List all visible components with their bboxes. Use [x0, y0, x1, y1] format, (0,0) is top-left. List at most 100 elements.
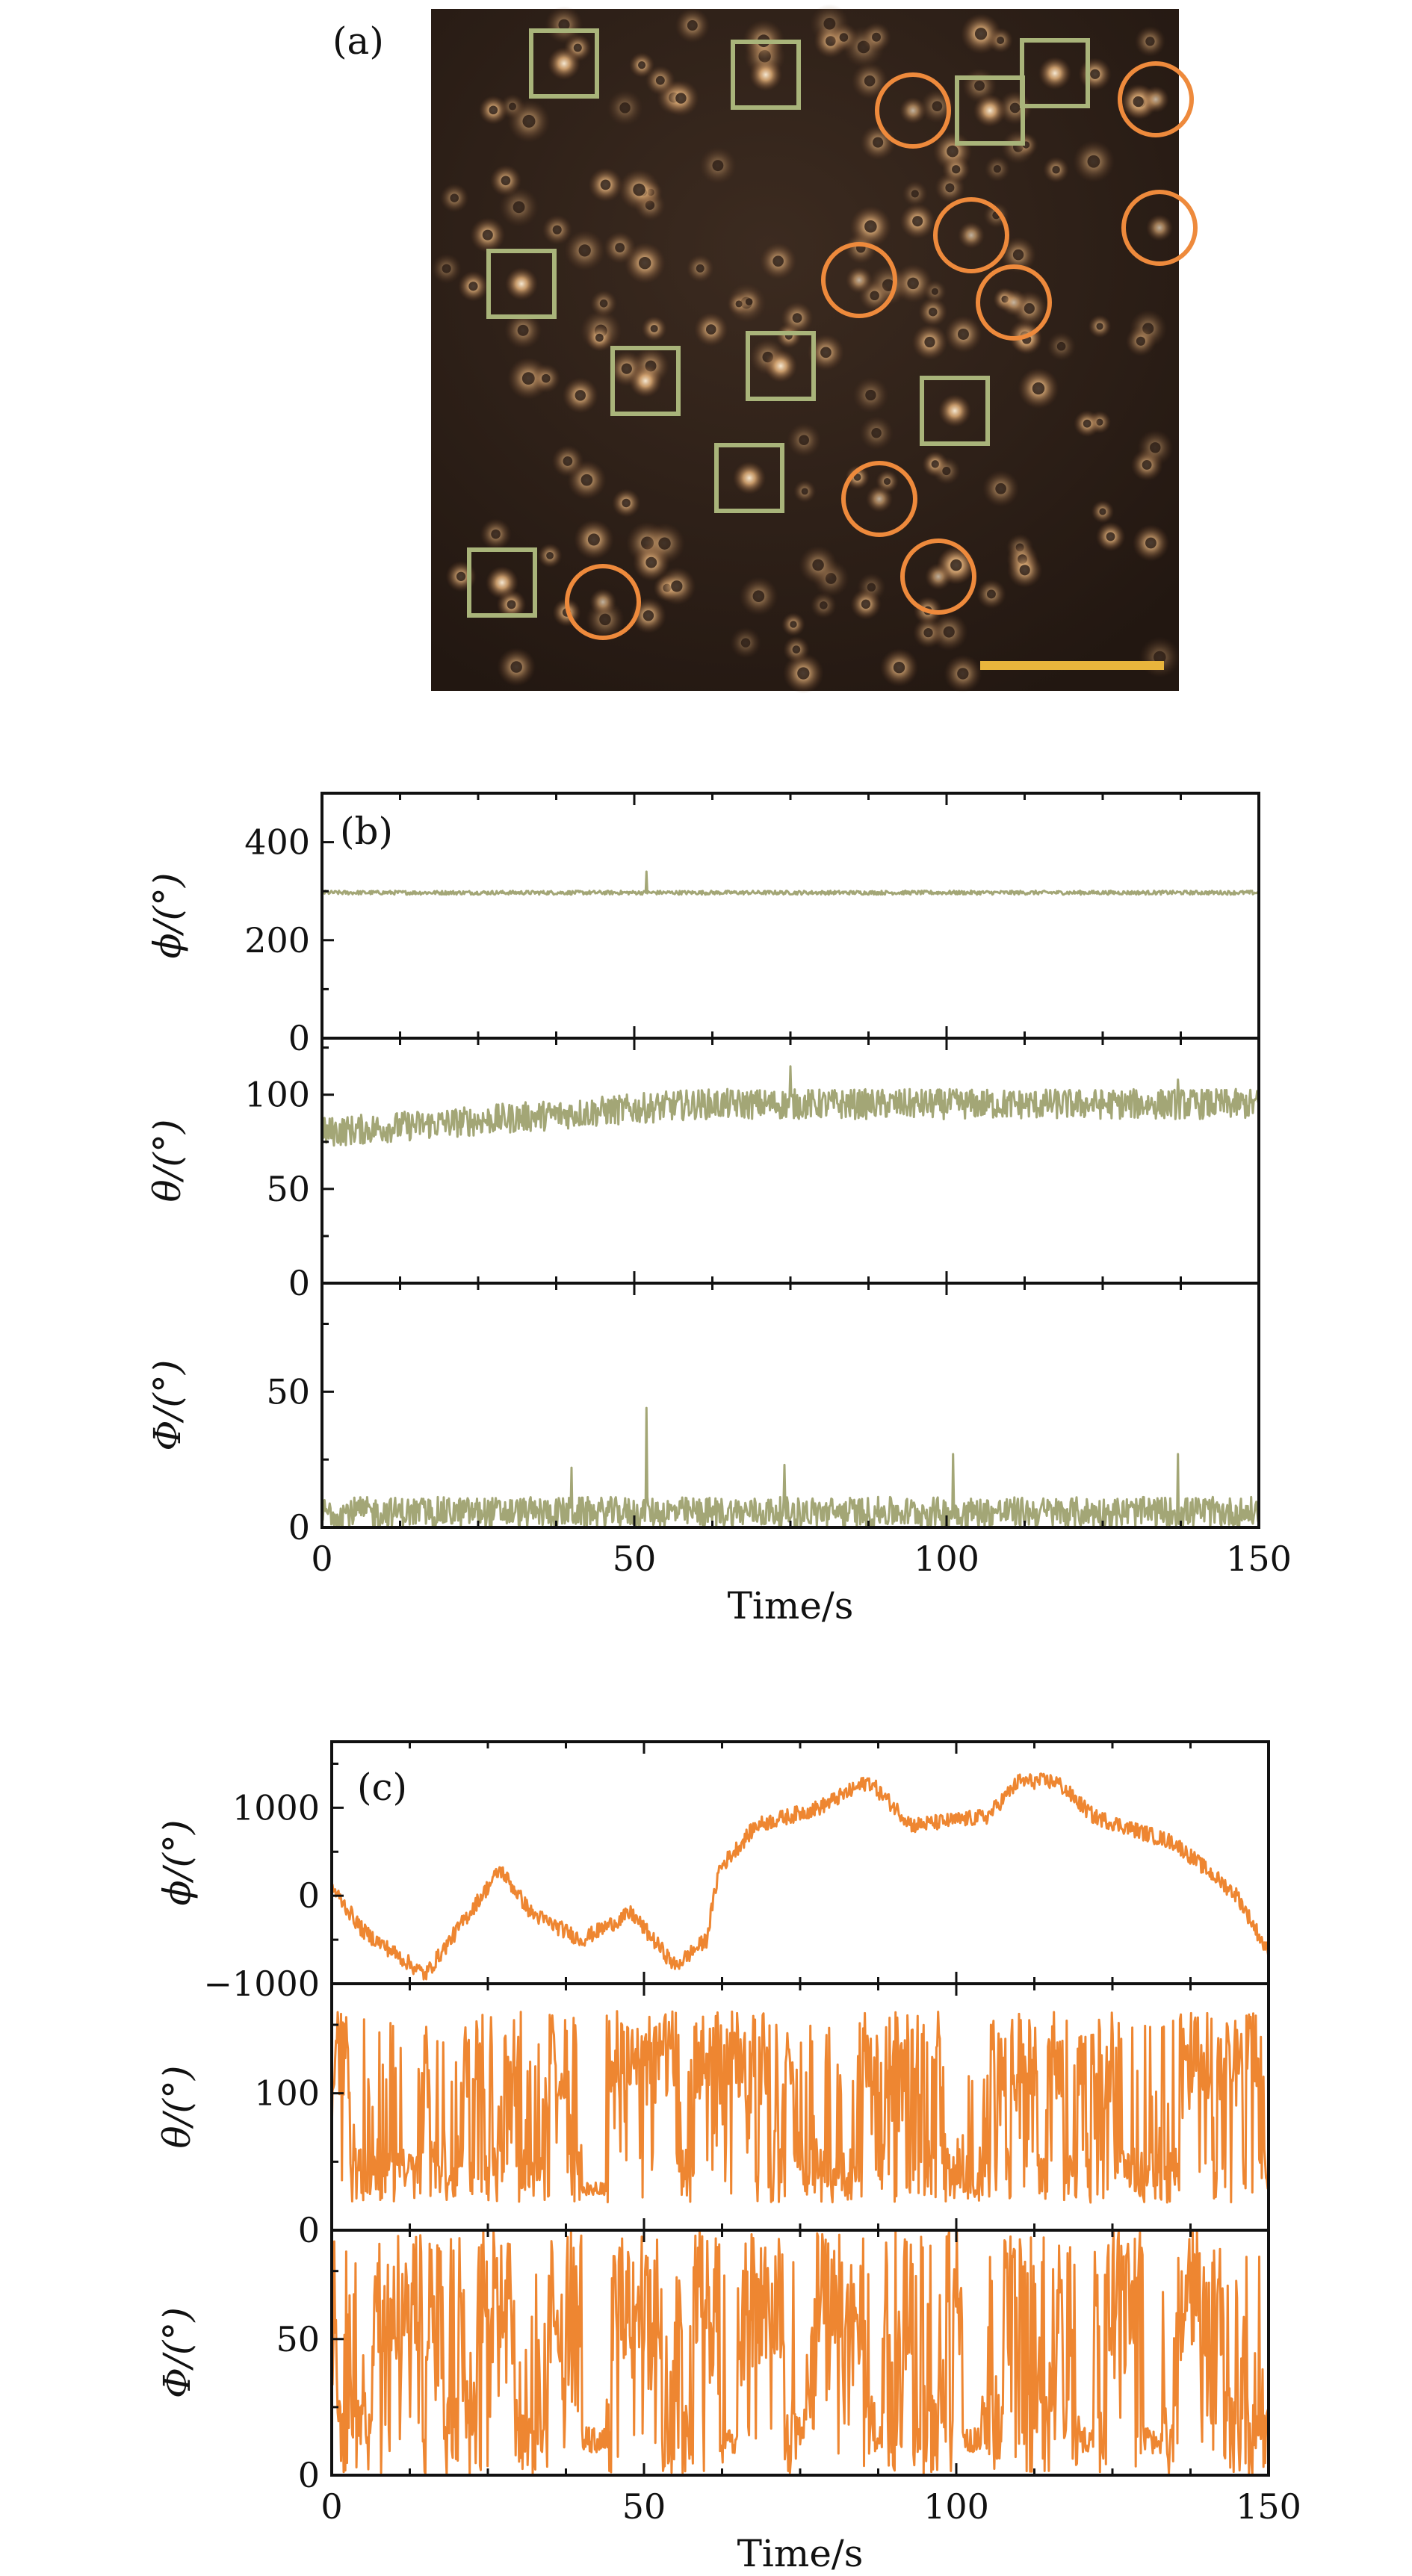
circle-marker	[565, 564, 641, 640]
x-tick-label: 100	[923, 2486, 989, 2527]
particle-core	[861, 599, 871, 609]
square-marker	[920, 376, 990, 446]
x-tick-label: 0	[321, 2486, 342, 2527]
subplot-c3: 0 50 100 150 0 50 Φ/(°) Time/s	[155, 2229, 1301, 2575]
particle-core	[578, 244, 591, 257]
y-tick-label: 0	[288, 1018, 310, 1058]
y-tick-label: 0	[298, 1875, 320, 1916]
particle-core	[957, 668, 969, 680]
particle-core	[563, 456, 573, 466]
particle-core	[823, 17, 836, 30]
particle-core	[619, 102, 631, 114]
particle-core	[1083, 419, 1091, 428]
particle-core	[633, 183, 645, 196]
particle-core	[658, 537, 671, 550]
chart-panel-b: 0 200 400 ϕ/(°) 0 50 100 θ/(°) 0 50 100 150 0 50 Φ/(°)…	[146, 792, 1292, 1627]
particle-core	[599, 299, 608, 308]
particle-core	[1019, 565, 1030, 576]
particle-core	[587, 533, 600, 546]
square-marker	[1020, 38, 1090, 108]
particle-core	[924, 336, 935, 348]
particle-core	[1090, 69, 1100, 79]
series-line-b1	[321, 870, 1260, 896]
particle-core	[595, 333, 604, 342]
particle-core	[931, 288, 938, 295]
particle-core	[712, 160, 724, 172]
square-marker	[467, 547, 537, 618]
particle-core	[801, 488, 808, 495]
particle-core	[1136, 336, 1145, 346]
plot-frame-c1	[330, 1740, 1270, 1985]
particle-core	[507, 600, 516, 609]
particle-core	[542, 373, 551, 383]
particle-core	[522, 114, 536, 128]
particle-core	[573, 43, 582, 52]
particle-core	[1052, 166, 1060, 174]
circle-marker	[841, 461, 917, 537]
y-tick-label: 0	[288, 1507, 310, 1548]
x-tick-label: 50	[622, 2486, 666, 2527]
particle-core	[456, 571, 466, 581]
particle-core	[812, 559, 824, 571]
y-axis-title-c3: Φ/(°)	[155, 2307, 199, 2398]
particle-core	[957, 328, 969, 340]
particle-core	[675, 93, 687, 104]
particle-core	[546, 551, 554, 559]
particle-core	[482, 229, 493, 240]
particle-core	[820, 347, 832, 359]
micrograph-particles	[431, 4, 1180, 694]
particle-core	[952, 165, 961, 174]
particle-core	[615, 243, 625, 252]
particle-core	[912, 216, 923, 227]
particle-core	[974, 28, 988, 40]
particle-glow	[589, 589, 616, 615]
particle-core	[491, 529, 501, 539]
particle-core	[705, 324, 716, 335]
y-tick-label: 0	[298, 2455, 320, 2495]
square-marker	[746, 331, 816, 401]
series-line-c3	[330, 2229, 1270, 2477]
y-tick-label: 50	[266, 1169, 310, 1209]
particle-glow	[733, 462, 766, 494]
particle-core	[671, 580, 683, 592]
particle-core	[864, 75, 876, 87]
circle-marker	[1118, 61, 1194, 137]
square-marker	[731, 40, 801, 110]
particle-core	[552, 225, 562, 235]
particle-core	[510, 661, 522, 673]
y-tick-label: 50	[266, 1371, 310, 1412]
particle-core	[621, 363, 632, 374]
series-line-b2	[321, 1065, 1260, 1147]
particle-core	[883, 477, 891, 485]
panel-a: (a)	[332, 4, 1198, 694]
x-axis-title-b3: Time/s	[728, 1584, 854, 1627]
subplot-b3: 0 50 100 150 0 50 Φ/(°) Time/s	[146, 1282, 1292, 1627]
particle-core	[945, 183, 955, 193]
particle-glow	[1142, 86, 1169, 113]
circle-marker	[976, 264, 1052, 341]
x-axis-title-c3: Time/s	[737, 2532, 864, 2575]
particle-core	[865, 389, 876, 401]
particle-glow	[548, 47, 580, 80]
panel-c-label: (c)	[357, 1766, 407, 1809]
particle-core	[873, 137, 884, 148]
particle-core	[864, 220, 877, 233]
particle-core	[1009, 102, 1021, 114]
particle-glow	[764, 350, 797, 382]
y-axis-title-b2: θ/(°)	[146, 1120, 189, 1202]
subplot-c2: 0 100 θ/(°)	[155, 1982, 1270, 2250]
particle-glow	[1000, 289, 1027, 316]
particle-core	[468, 282, 478, 291]
x-tick-label: 0	[311, 1539, 332, 1579]
panel-a-label: (a)	[332, 19, 384, 63]
particle-core	[986, 589, 996, 599]
particle-core	[1150, 442, 1161, 453]
particle-core	[907, 277, 919, 290]
particle-core	[1032, 382, 1045, 395]
y-axis-title-c2: θ/(°)	[155, 2066, 199, 2149]
square-marker	[486, 249, 557, 319]
particle-core	[637, 61, 646, 69]
y-tick-label: 200	[244, 920, 310, 960]
particle-core	[871, 427, 882, 438]
